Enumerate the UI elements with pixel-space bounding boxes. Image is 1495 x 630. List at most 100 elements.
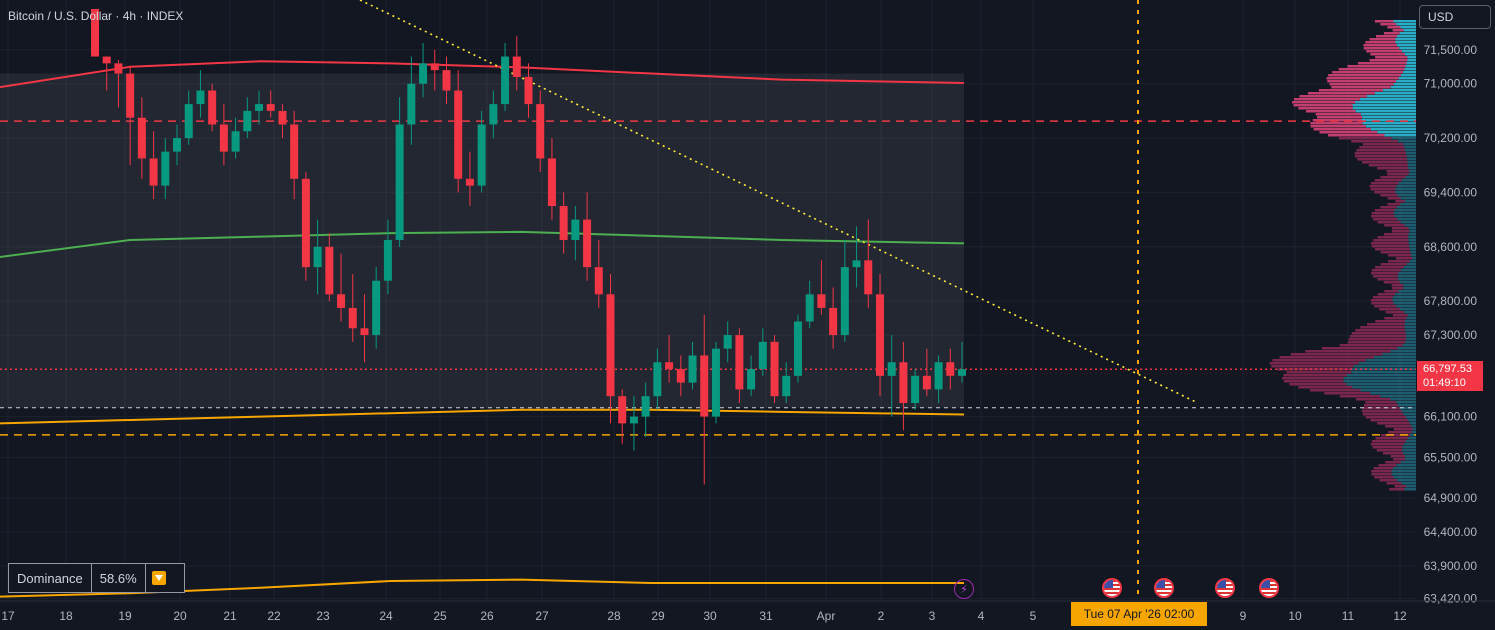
volume-profile-bar (1360, 326, 1405, 329)
volume-profile-bar (1393, 428, 1413, 431)
volume-profile-bar (1404, 311, 1416, 314)
volume-profile-bar (1377, 293, 1395, 296)
volume-profile-bar (1370, 392, 1416, 395)
time-tick-label: 19 (118, 609, 132, 623)
volume-profile-bar (1391, 227, 1409, 230)
volume-profile-bar (1409, 248, 1416, 251)
volume-profile-bar (1399, 32, 1416, 35)
volume-profile-bar (1338, 68, 1405, 71)
price-tick-label: 65,500.00 (1424, 450, 1478, 464)
last-price-label: 66,797.53 01:49:10 (1417, 361, 1483, 391)
volume-profile-bar (1384, 134, 1416, 137)
volume-profile-bar (1389, 488, 1405, 491)
volume-profile-bar (1391, 473, 1416, 476)
candles (91, 9, 966, 485)
volume-profile-bar (1400, 203, 1416, 206)
candle-body (501, 56, 510, 105)
candle-body (899, 362, 908, 403)
indicator-lines (0, 60, 965, 598)
volume-profile-bar (1409, 434, 1416, 437)
candle-body (618, 396, 627, 424)
us-flag-event-icon[interactable] (1215, 578, 1235, 598)
volume-profile-bar (1381, 434, 1410, 437)
volume-profile-bar (1360, 113, 1416, 116)
volume-profile-bar (1402, 50, 1416, 53)
volume-profile-bar (1404, 488, 1416, 491)
candle-body (149, 158, 158, 186)
candle-body (770, 341, 779, 397)
volume-profile-bar (1358, 62, 1407, 65)
volume-profile-bar (1407, 161, 1416, 164)
volume-profile-bar (1379, 308, 1401, 311)
volume-profile-bar (1356, 149, 1406, 152)
candle-body (126, 73, 135, 118)
time-tick-label: 12 (1393, 609, 1407, 623)
indicator-line (0, 408, 965, 425)
candle-body (653, 362, 662, 397)
volume-profile-bar (1324, 392, 1371, 395)
volume-profile-bar (1405, 341, 1416, 344)
volume-profile-bar (1399, 407, 1416, 410)
volume-profile-bar (1377, 131, 1416, 134)
candle-body (817, 294, 826, 308)
volume-profile-bar (1397, 194, 1416, 197)
volume-profile-bar (1374, 305, 1397, 308)
price-tick-label: 64,900.00 (1424, 491, 1478, 505)
volume-profile-bar (1373, 467, 1394, 470)
volume-profile-bar (1363, 404, 1398, 407)
us-flag-event-icon[interactable] (1259, 578, 1279, 598)
volume-profile-bar (1370, 419, 1408, 422)
volume-profile-bar (1398, 182, 1416, 185)
lightning-icon[interactable]: ⚡ (954, 579, 974, 599)
volume-profile-bar (1396, 185, 1416, 188)
volume-profile-bar (1358, 362, 1416, 365)
volume-profile-bar (1408, 173, 1416, 176)
candle-body (301, 178, 310, 268)
volume-profile-bar (1400, 197, 1416, 200)
candle-body (313, 246, 322, 268)
volume-profile-bar (1363, 44, 1397, 47)
volume-profile-bar (1391, 137, 1416, 140)
volume-profile-bar (1398, 290, 1416, 293)
volume-profile-bar (1380, 251, 1411, 254)
time-tick-label: 11 (1342, 609, 1355, 623)
candle-body (665, 362, 674, 370)
candle-body (512, 56, 521, 77)
volume-profile-bar (1409, 230, 1416, 233)
volume-profile-bar (1380, 263, 1407, 266)
volume-profile-bar (1352, 386, 1416, 389)
volume-profile-bar (1371, 269, 1401, 272)
currency-button[interactable]: USD (1419, 5, 1491, 29)
volume-profile-bar (1400, 308, 1416, 311)
volume-profile-bar (1407, 437, 1416, 440)
volume-profile-bar (1407, 59, 1416, 62)
volume-profile-bar (1397, 347, 1416, 350)
time-tick-label: 29 (651, 609, 665, 623)
candle-body (91, 9, 99, 57)
candle-body (383, 239, 392, 281)
volume-profile-bar (1412, 257, 1416, 260)
volume-profile-bar (1407, 419, 1416, 422)
dominance-dropdown[interactable] (146, 564, 172, 592)
volume-profile-bar (1355, 329, 1406, 332)
volume-profile-bar (1405, 335, 1416, 338)
volume-profile-bar (1393, 476, 1416, 479)
volume-profile-bar (1396, 206, 1416, 209)
price-tick-label: 69,400.00 (1424, 185, 1478, 199)
candle-body (547, 158, 556, 206)
us-flag-event-icon[interactable] (1154, 578, 1174, 598)
price-tick-label: 71,500.00 (1424, 43, 1478, 57)
volume-profile-bar (1359, 98, 1416, 101)
volume-profile-bar (1385, 461, 1401, 464)
volume-profile-bar (1377, 422, 1410, 425)
volume-profile-bar (1332, 71, 1403, 74)
volume-profile-bar (1346, 374, 1416, 377)
volume-profile-bar (1380, 23, 1397, 26)
us-flag-event-icon[interactable] (1102, 578, 1122, 598)
time-tick-label: 23 (316, 609, 330, 623)
price-tick-label: 64,400.00 (1424, 525, 1478, 539)
volume-profile-bar (1398, 140, 1416, 143)
volume-profile-bar (1375, 266, 1404, 269)
volume-profile-bar (1312, 119, 1362, 122)
